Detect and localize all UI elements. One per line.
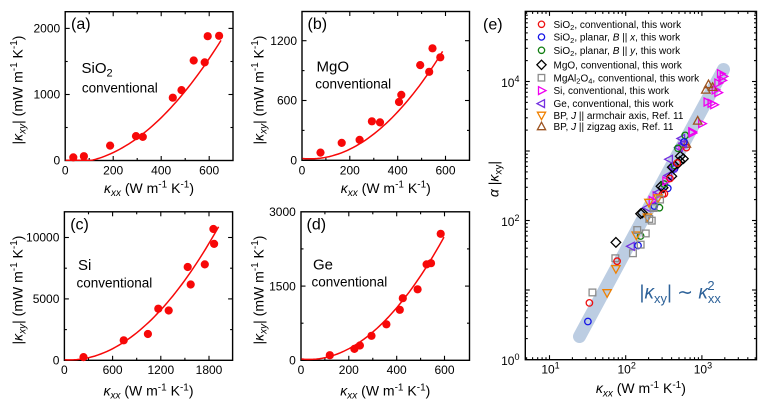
svg-text:1200: 1200 <box>270 34 297 48</box>
svg-text:|κxy| (mW m-1 K-1): |κxy| (mW m-1 K-1) <box>250 236 269 345</box>
svg-text:200: 200 <box>103 164 123 178</box>
svg-text:κxx (W m-1 K-1): κxx (W m-1 K-1) <box>341 180 431 199</box>
svg-text:MgAl2O4, conventional, this wo: MgAl2O4, conventional, this work <box>554 73 701 85</box>
svg-text:400: 400 <box>387 363 407 377</box>
svg-text:κxx (W m-1 K-1): κxx (W m-1 K-1) <box>596 380 686 399</box>
svg-text:600: 600 <box>103 363 123 377</box>
svg-text:|κxy| ∼ κxx2: |κxy| ∼ κxx2 <box>640 278 722 306</box>
svg-text:κxx (W m-1 K-1): κxx (W m-1 K-1) <box>340 382 430 401</box>
svg-text:Si, conventional, this work: Si, conventional, this work <box>554 86 671 97</box>
svg-text:MgO, conventional, this work: MgO, conventional, this work <box>554 60 683 71</box>
svg-text:SiO2, planar, B || y, this wor: SiO2, planar, B || y, this work <box>554 46 682 58</box>
svg-text:2000: 2000 <box>33 22 60 36</box>
svg-text:κxx (W m-1 K-1): κxx (W m-1 K-1) <box>104 180 194 199</box>
svg-text:1800: 1800 <box>196 363 223 377</box>
svg-text:SiO2: SiO2 <box>82 60 113 79</box>
svg-text:0: 0 <box>299 164 306 178</box>
svg-text:MgO: MgO <box>317 58 350 75</box>
svg-text:|κxy| (mW m-1 K-1): |κxy| (mW m-1 K-1) <box>250 36 269 145</box>
svg-text:κxx (W m-1 K-1): κxx (W m-1 K-1) <box>103 382 193 401</box>
svg-text:|κxy| (mW m-1 K-1): |κxy| (mW m-1 K-1) <box>9 236 28 345</box>
svg-text:conventional: conventional <box>312 274 388 289</box>
svg-text:200: 200 <box>339 363 359 377</box>
svg-text:conventional: conventional <box>315 77 391 92</box>
svg-text:conventional: conventional <box>82 81 158 96</box>
svg-text:5000: 5000 <box>33 292 60 306</box>
svg-text:0: 0 <box>62 164 69 178</box>
svg-text:(a): (a) <box>71 16 91 33</box>
svg-text:0: 0 <box>53 354 60 368</box>
svg-text:600: 600 <box>277 94 297 108</box>
svg-text:1000: 1000 <box>33 88 60 102</box>
svg-text:0: 0 <box>289 354 296 368</box>
svg-text:200: 200 <box>340 164 360 178</box>
svg-text:400: 400 <box>151 164 171 178</box>
svg-text:0: 0 <box>298 363 305 377</box>
svg-text:(e): (e) <box>483 17 503 34</box>
svg-text:600: 600 <box>435 164 455 178</box>
svg-text:(d): (d) <box>307 216 327 233</box>
svg-text:1200: 1200 <box>147 363 174 377</box>
svg-text:Ge: Ge <box>313 257 333 274</box>
svg-text:SiO2, planar, B || x, this wor: SiO2, planar, B || x, this work <box>554 33 682 45</box>
svg-text:600: 600 <box>434 363 454 377</box>
svg-text:3000: 3000 <box>269 205 296 219</box>
svg-text:|κxy| (mW m-1 K-1): |κxy| (mW m-1 K-1) <box>9 36 28 145</box>
svg-text:Ge, conventional, this work: Ge, conventional, this work <box>554 99 675 110</box>
svg-text:(b): (b) <box>308 16 328 33</box>
svg-text:0: 0 <box>54 154 61 168</box>
svg-text:SiO2, conventional, this work: SiO2, conventional, this work <box>554 20 683 32</box>
svg-text:BP, J || armchair axis, Ref. 1: BP, J || armchair axis, Ref. 11 <box>554 111 684 122</box>
svg-text:600: 600 <box>199 164 219 178</box>
svg-text:(c): (c) <box>70 216 89 233</box>
svg-text:conventional: conventional <box>77 275 153 290</box>
svg-text:10000: 10000 <box>26 231 60 245</box>
svg-text:Si: Si <box>78 257 91 274</box>
svg-text:0: 0 <box>61 363 68 377</box>
svg-text:400: 400 <box>388 164 408 178</box>
svg-text:1500: 1500 <box>269 279 296 293</box>
svg-text:0: 0 <box>290 154 297 168</box>
svg-text:BP, J || zigzag axis, Ref. 11: BP, J || zigzag axis, Ref. 11 <box>554 122 674 133</box>
